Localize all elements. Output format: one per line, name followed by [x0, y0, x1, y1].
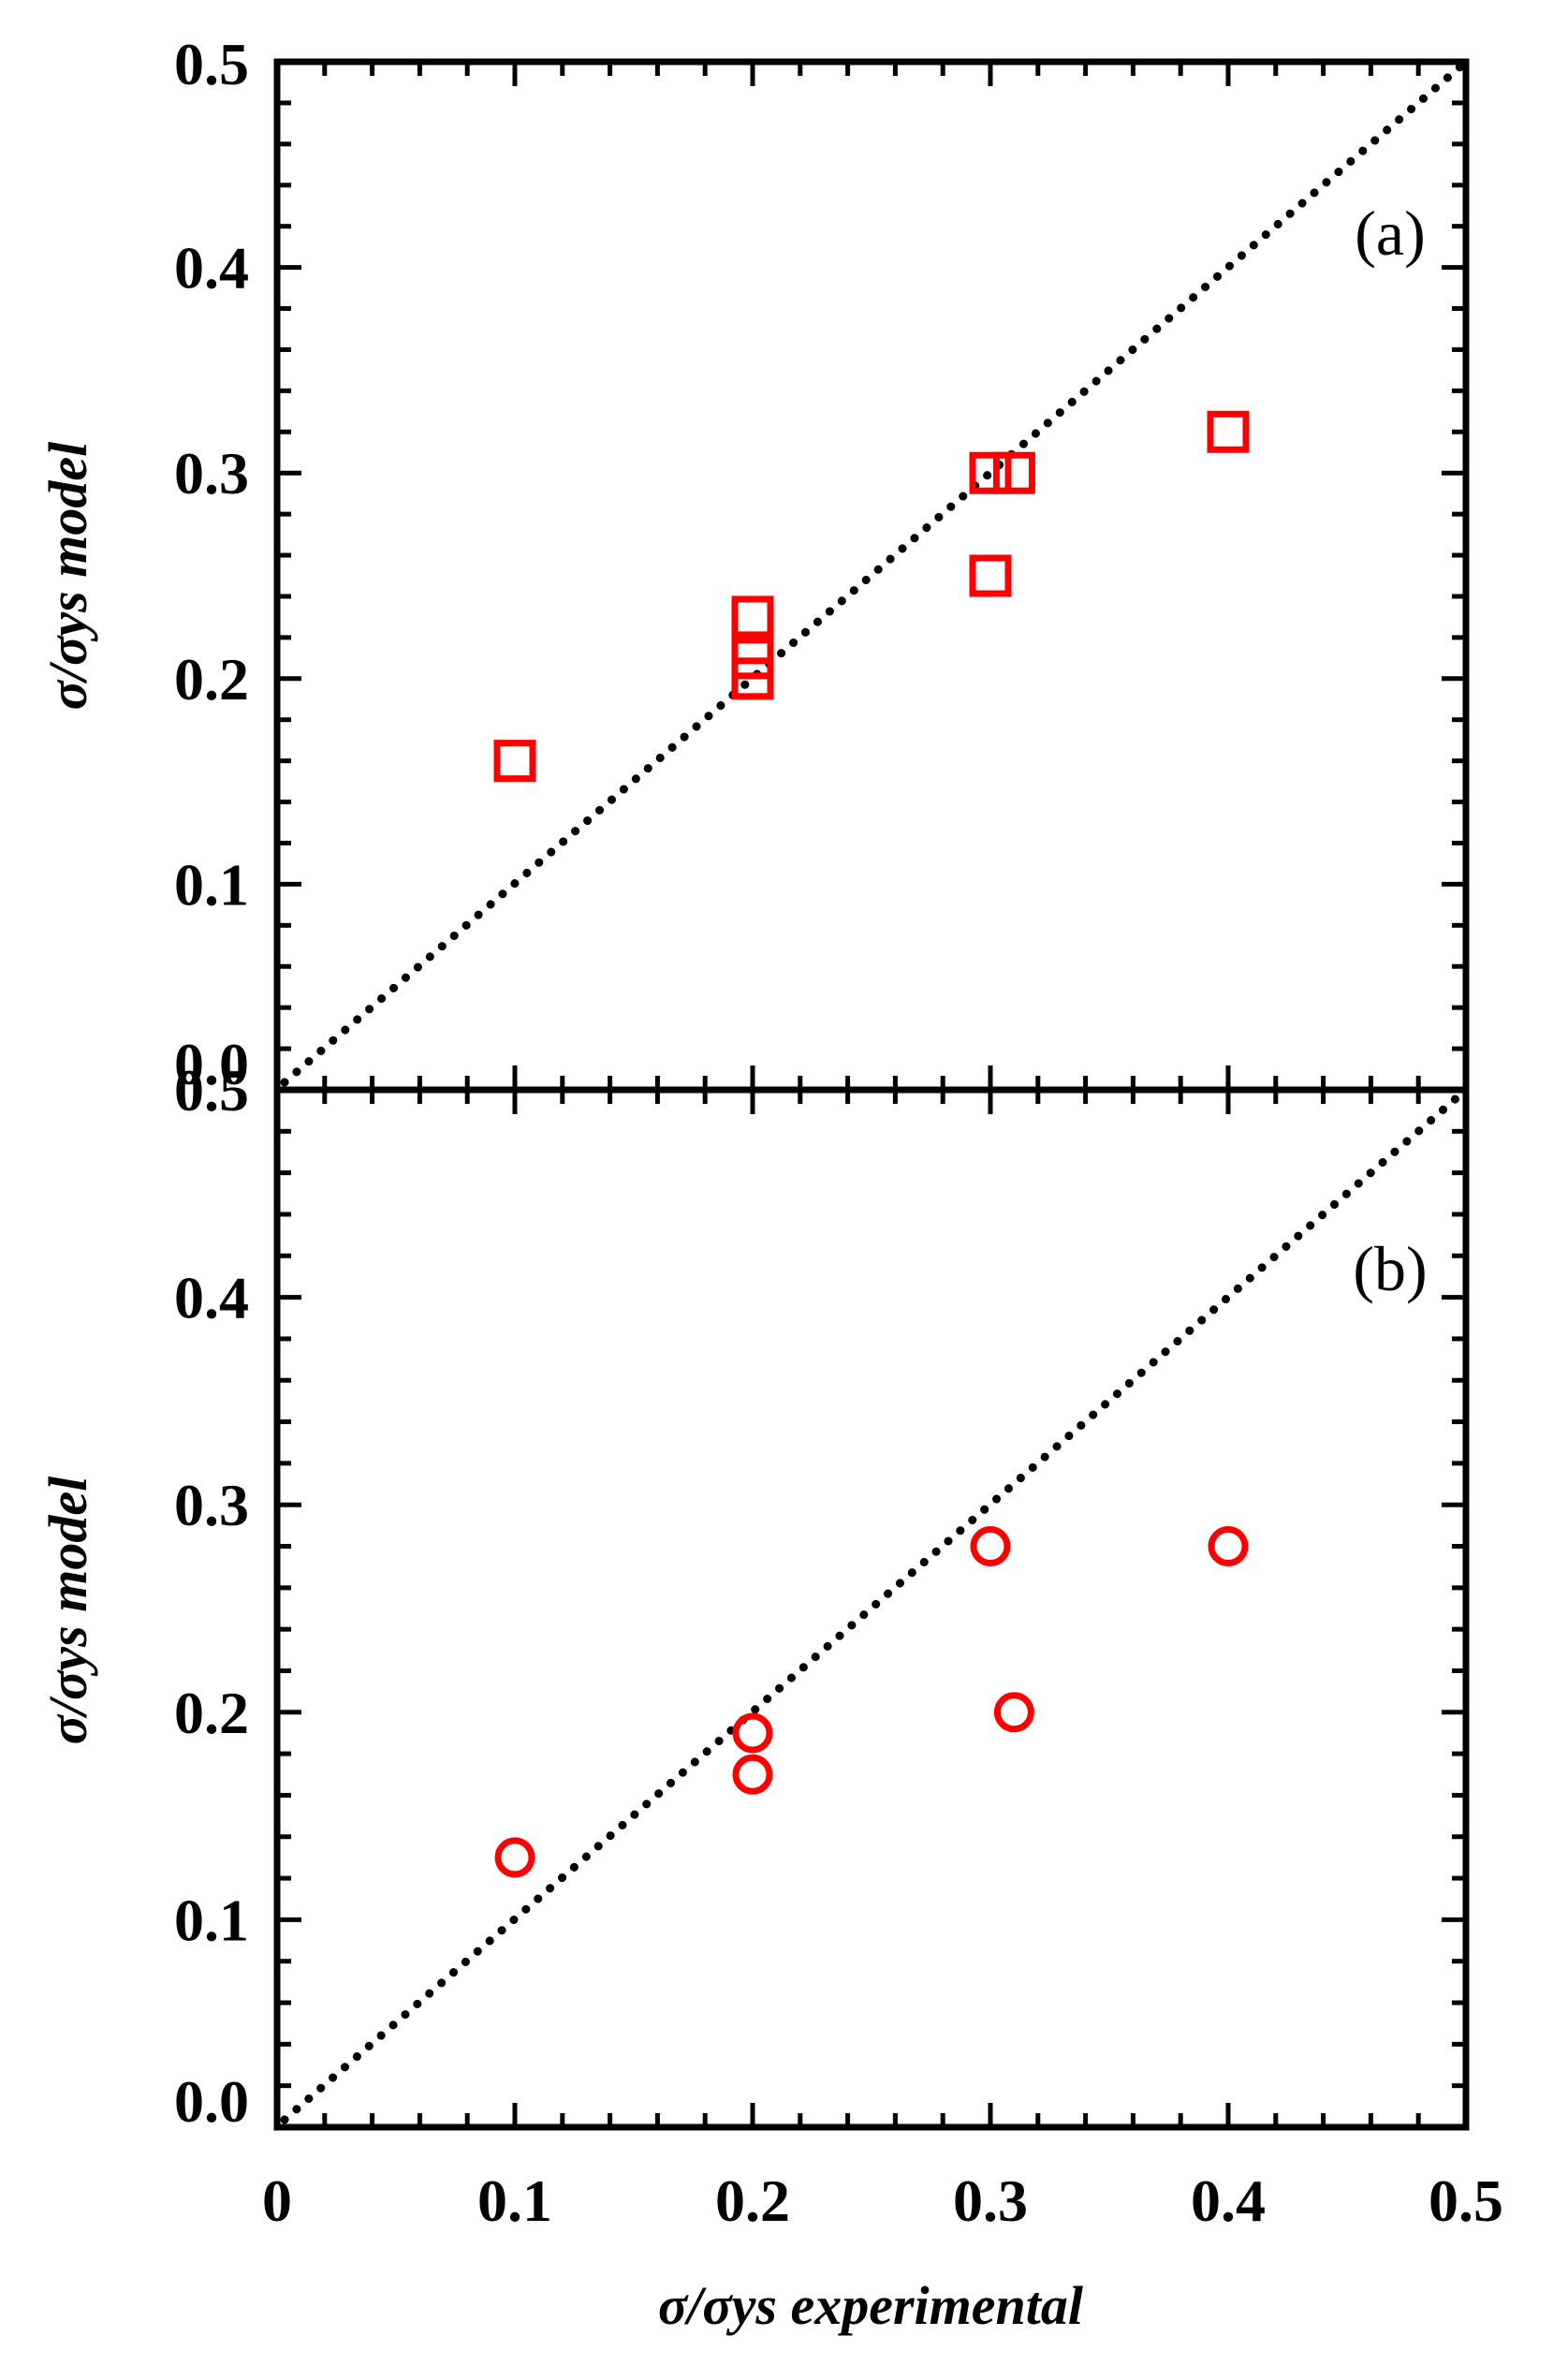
- y-tick-label: 0.3: [174, 440, 249, 507]
- y-tick-label: 0.1: [174, 1887, 249, 1953]
- panel-b-label: (b): [1353, 1233, 1427, 1304]
- data-point: [732, 1712, 773, 1754]
- x-tick-label: 0.4: [1191, 2167, 1266, 2234]
- panel-b-x-tick-labels: 0 0.1 0.2 0.3 0.4 0.5: [262, 2167, 1503, 2234]
- data-point: [992, 451, 1035, 494]
- data-point: [731, 595, 774, 639]
- panel-b-ticks: [274, 1087, 1469, 2130]
- x-tick-label: 0.3: [953, 2167, 1028, 2234]
- data-point: [969, 554, 1012, 597]
- y-tick-label: 0.3: [174, 1472, 249, 1538]
- y-tick-label: 0.0: [174, 2068, 249, 2135]
- x-tick-label: 0.1: [477, 2167, 552, 2234]
- y-tick-label: 0.2: [174, 1680, 249, 1746]
- y-tick-label: 0.4: [174, 1265, 249, 1331]
- y-tick-label: 0.2: [174, 646, 249, 713]
- y-tick-label: 0.5: [174, 1057, 249, 1124]
- y-tick-label: 0.1: [174, 851, 249, 918]
- data-point: [993, 1692, 1034, 1733]
- panel-b-x-axis-label: σ/σys experimental: [658, 2275, 1084, 2336]
- panel-b-y-axis-label: σ/σys model: [37, 1476, 98, 1744]
- panel-a-reference-line: [280, 57, 1471, 1087]
- data-point: [731, 637, 774, 680]
- data-point: [493, 740, 536, 783]
- x-tick-label: 0.5: [1428, 2167, 1503, 2234]
- data-point: [1208, 1526, 1249, 1567]
- data-point: [969, 451, 1012, 494]
- data-point: [732, 1754, 773, 1795]
- panel-b-points: [494, 1526, 1249, 1878]
- data-point: [1207, 410, 1250, 453]
- y-tick-label: 0.5: [174, 31, 249, 97]
- data-point: [494, 1837, 535, 1878]
- panel-b: 0.00.10.20.30.40.5 0 0.1 0.2 0.3 0.4 0.5 (b) …: [37, 1057, 1503, 2336]
- panel-a-y-tick-labels: 0.0 0.1 0.2 0.3 0.4 0.5: [174, 31, 249, 1097]
- panel-b-reference-line: [280, 1085, 1471, 2124]
- panel-a-points: [493, 410, 1250, 783]
- data-point: [970, 1526, 1011, 1567]
- x-tick-label: 0.2: [715, 2167, 790, 2234]
- panel-a-label: (a): [1355, 198, 1425, 269]
- panel-a-y-axis-label: σ/σys model: [37, 441, 98, 710]
- panel-a: 0.0 0.1 0.2 0.3 0.4 0.5 (a) σ/σys model: [37, 31, 1471, 1097]
- panel-b-frame: [273, 1086, 1470, 2131]
- panel-b-y-tick-labels: 0.0 0.1 0.2 0.3 0.4 0.5: [174, 1057, 249, 2135]
- y-tick-label: 0.4: [174, 235, 249, 301]
- y-tick-label: 0.0: [174, 1031, 249, 1097]
- x-tick-label: 0: [262, 2167, 292, 2234]
